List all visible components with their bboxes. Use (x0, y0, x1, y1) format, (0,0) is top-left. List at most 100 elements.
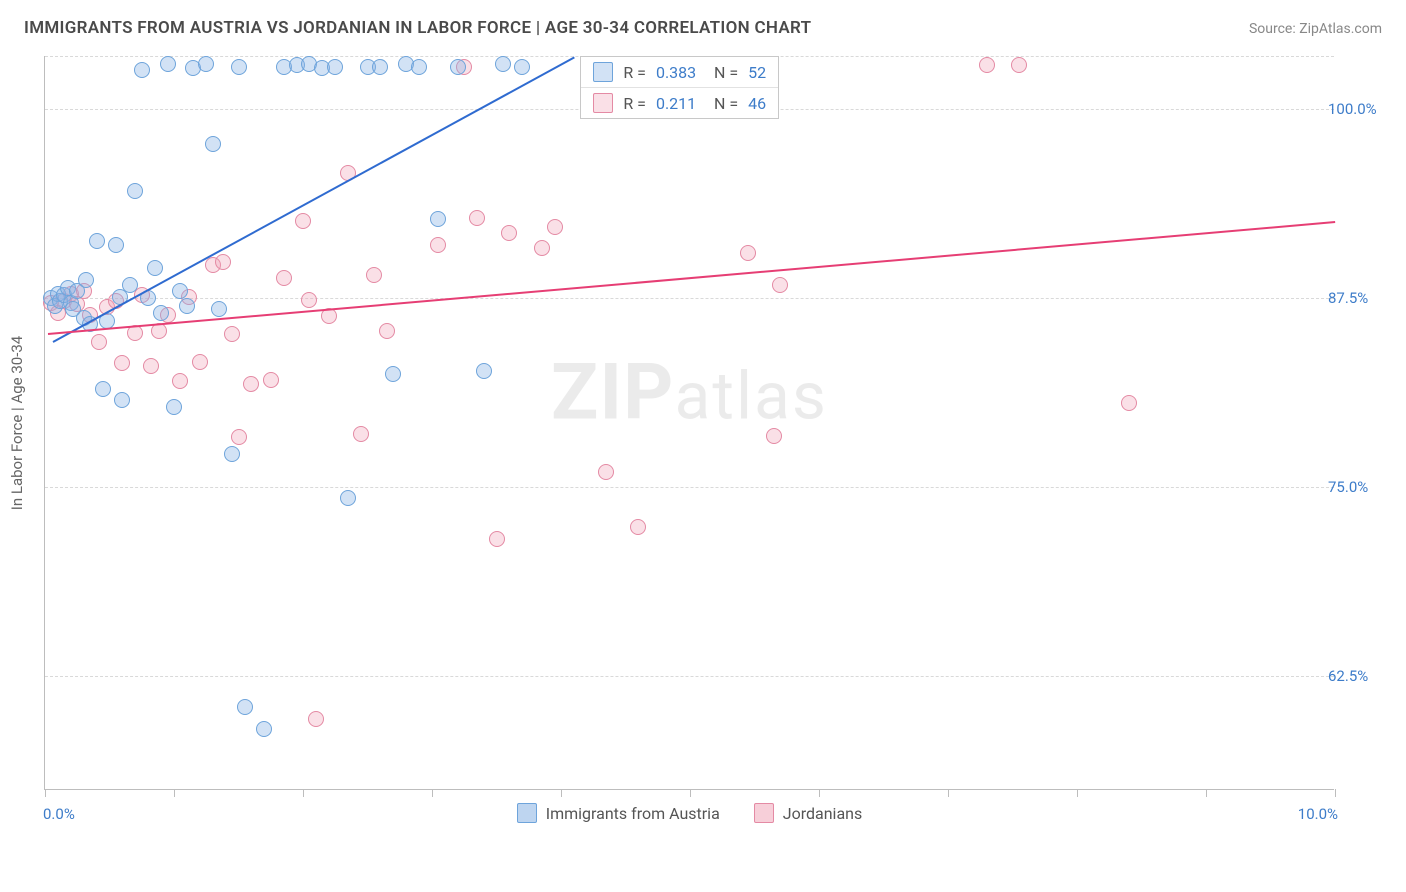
data-point-A (95, 381, 111, 397)
data-point-A (147, 260, 163, 276)
data-point-A (476, 363, 492, 379)
data-point-A (256, 721, 272, 737)
data-point-B (215, 254, 231, 270)
data-point-A (372, 59, 388, 75)
data-point-A (205, 136, 221, 152)
data-point-B (489, 531, 505, 547)
chart-title: IMMIGRANTS FROM AUSTRIA VS JORDANIAN IN … (24, 18, 811, 38)
data-point-B (547, 219, 563, 235)
data-point-A (114, 392, 130, 408)
data-point-B (379, 323, 395, 339)
x-tick (948, 789, 949, 797)
data-point-B (766, 428, 782, 444)
correlation-box: R =0.383N =52R =0.211N =46 (580, 56, 779, 119)
data-point-B (192, 354, 208, 370)
data-point-A (153, 305, 169, 321)
corr-n-label: N = (714, 63, 738, 82)
corr-swatch-icon (593, 62, 613, 82)
data-point-B (772, 277, 788, 293)
data-point-B (598, 464, 614, 480)
x-tick (1335, 789, 1336, 797)
data-point-A (78, 272, 94, 288)
plot-area: In Labor Force | Age 30-34 ZIPatlas 0.0%… (44, 56, 1334, 790)
y-tick-label: 87.5% (1328, 289, 1384, 307)
corr-swatch-icon (593, 93, 613, 113)
x-tick (819, 789, 820, 797)
x-tick (561, 789, 562, 797)
x-tick (1077, 789, 1078, 797)
data-point-B (366, 267, 382, 283)
y-tick-label: 100.0% (1328, 100, 1384, 118)
legend-swatch-austria (517, 803, 537, 823)
data-point-A (411, 59, 427, 75)
watermark: ZIPatlas (551, 348, 828, 439)
data-point-A (327, 59, 343, 75)
x-tick (1206, 789, 1207, 797)
data-point-A (179, 298, 195, 314)
data-point-B (430, 237, 446, 253)
data-point-A (134, 62, 150, 78)
data-point-A (450, 59, 466, 75)
data-point-A (127, 183, 143, 199)
corr-r-value: 0.211 (656, 94, 704, 113)
y-tick-label: 75.0% (1328, 478, 1384, 496)
data-point-A (340, 490, 356, 506)
y-tick-label: 62.5% (1328, 667, 1384, 685)
data-point-A (224, 446, 240, 462)
watermark-zip: ZIP (551, 348, 674, 439)
data-point-B (534, 240, 550, 256)
data-point-B (91, 334, 107, 350)
x-tick (174, 789, 175, 797)
data-point-B (172, 373, 188, 389)
x-tick (432, 789, 433, 797)
data-point-A (385, 366, 401, 382)
data-point-B (353, 426, 369, 442)
data-point-A (108, 237, 124, 253)
data-point-B (243, 376, 259, 392)
gridline-h (45, 298, 1334, 299)
correlation-row-A: R = 0.383 N = 52 (581, 57, 778, 87)
chart-container: In Labor Force | Age 30-34 ZIPatlas 0.0%… (44, 56, 1384, 826)
data-point-B (301, 292, 317, 308)
data-point-A (211, 301, 227, 317)
data-point-B (263, 372, 279, 388)
data-point-B (308, 711, 324, 727)
data-point-B (114, 355, 130, 371)
data-point-B (276, 270, 292, 286)
legend: Immigrants from Austria Jordanians (45, 803, 1334, 823)
data-point-B (231, 429, 247, 445)
data-point-B (740, 245, 756, 261)
data-point-B (1011, 57, 1027, 73)
watermark-atlas: atlas (674, 359, 828, 436)
legend-swatch-jordanians (754, 803, 774, 823)
data-point-B (469, 210, 485, 226)
data-point-B (630, 519, 646, 535)
source-attribution: Source: ZipAtlas.com (1249, 21, 1382, 37)
legend-item-jordanians: Jordanians (754, 803, 862, 823)
data-point-B (979, 57, 995, 73)
data-point-A (237, 699, 253, 715)
corr-n-value: 52 (748, 63, 766, 82)
data-point-A (172, 283, 188, 299)
gridline-h (45, 487, 1334, 488)
data-point-A (430, 211, 446, 227)
corr-n-value: 46 (748, 94, 766, 113)
data-point-A (160, 56, 176, 72)
corr-r-label: R = (623, 63, 646, 82)
corr-r-label: R = (623, 94, 646, 113)
correlation-row-B: R =0.211N =46 (581, 87, 778, 118)
data-point-A (122, 277, 138, 293)
data-point-A (89, 233, 105, 249)
data-point-B (501, 225, 517, 241)
legend-item-austria: Immigrants from Austria (517, 803, 720, 823)
data-point-A (514, 59, 530, 75)
data-point-A (166, 399, 182, 415)
data-point-A (231, 59, 247, 75)
y-axis-title: In Labor Force | Age 30-34 (8, 335, 26, 509)
x-tick (303, 789, 304, 797)
data-point-B (1121, 395, 1137, 411)
data-point-B (224, 326, 240, 342)
corr-r-value: 0.383 (656, 63, 704, 82)
gridline-h (45, 676, 1334, 677)
data-point-B (295, 213, 311, 229)
